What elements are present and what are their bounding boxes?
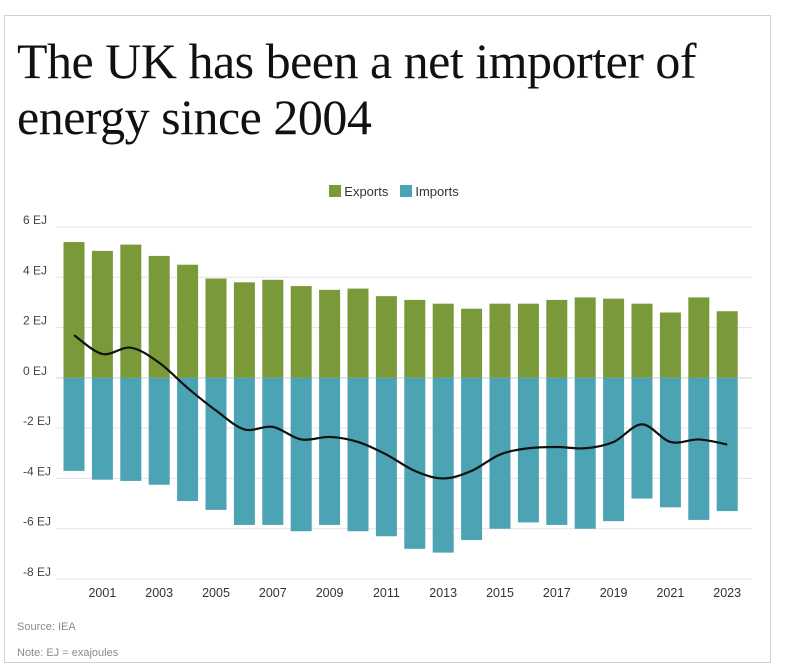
net-line-series: [73, 334, 728, 480]
x-tick-label: 2019: [600, 586, 628, 600]
legend-swatch-exports: [329, 185, 342, 197]
imports-bar: [404, 377, 426, 549]
x-tick-label: 2013: [429, 586, 457, 600]
net-line: [73, 334, 728, 480]
exports-bar: [489, 303, 511, 378]
x-tick-label: 2005: [202, 586, 230, 600]
y-tick-label: 6 EJ: [23, 213, 47, 227]
imports-bar: [603, 377, 625, 522]
y-tick-label: 2 EJ: [23, 314, 47, 328]
imports-bar: [205, 377, 227, 510]
exports-bar: [290, 286, 312, 378]
imports-bar: [290, 377, 312, 532]
imports-bar: [461, 377, 483, 541]
x-tick-label: 2011: [373, 586, 400, 600]
exports-bar: [375, 296, 397, 378]
exports-bar: [432, 303, 454, 378]
imports-bar: [546, 377, 568, 525]
exports-bar: [319, 289, 341, 378]
exports-bar: [148, 255, 170, 378]
imports-bar: [262, 377, 284, 525]
imports-bar: [177, 377, 199, 502]
imports-bar: [347, 377, 369, 532]
y-tick-label: 0 EJ: [23, 364, 47, 378]
exports-bar: [262, 279, 284, 378]
imports-bar: [631, 377, 653, 499]
imports-bars: [63, 377, 738, 553]
imports-bar: [63, 377, 85, 471]
exports-bar: [233, 282, 255, 378]
legend-item-exports: Exports: [329, 184, 388, 199]
x-tick-label: 2001: [88, 586, 116, 600]
x-tick-label: 2007: [259, 586, 287, 600]
legend-swatch-imports: [400, 185, 413, 197]
x-tick-label: 2021: [656, 586, 684, 600]
imports-bar: [688, 377, 710, 520]
y-tick-label: -4 EJ: [23, 464, 51, 478]
exports-bar: [177, 264, 199, 378]
imports-bar: [148, 377, 170, 485]
y-tick-label: -8 EJ: [23, 565, 51, 579]
exports-bar: [205, 278, 227, 378]
x-tick-label: 2003: [145, 586, 173, 600]
imports-bar: [432, 377, 454, 553]
exports-bar: [517, 303, 539, 378]
imports-bar: [574, 377, 596, 529]
x-tick-label: 2017: [543, 586, 571, 600]
chart-title: The UK has been a net importer of energy…: [17, 33, 757, 145]
exports-bar: [63, 242, 85, 378]
exports-bars: [63, 242, 738, 378]
imports-bar: [375, 377, 397, 537]
title-line-2: energy since 2004: [17, 89, 372, 145]
y-tick-label: -2 EJ: [23, 414, 51, 428]
y-tick-label: 4 EJ: [23, 263, 47, 277]
legend-label-imports: Imports: [415, 183, 459, 199]
exports-bar: [461, 308, 483, 378]
exports-bar: [404, 299, 426, 378]
exajoules-note: Note: EJ = exajoules: [17, 647, 119, 659]
exports-bar: [688, 297, 710, 378]
imports-bar: [517, 377, 539, 523]
x-tick-label: 2015: [486, 586, 514, 600]
exports-bar: [603, 298, 625, 378]
exports-bar: [659, 312, 681, 378]
x-axis-ticks: 2001 2003 2005 2007 2009 2011 2013 2015 2017 2019…: [88, 586, 741, 600]
source-note: Source: IEA: [17, 621, 76, 633]
exports-bar: [120, 244, 142, 378]
imports-bar: [120, 377, 142, 481]
x-tick-label: 2023: [713, 586, 741, 600]
exports-bar: [546, 299, 568, 378]
y-tick-label: -6 EJ: [23, 515, 51, 529]
chart-legend: Exports Imports: [0, 181, 788, 201]
legend-label-exports: Exports: [344, 183, 389, 199]
exports-bar: [574, 297, 596, 378]
exports-bar: [91, 250, 113, 378]
imports-bar: [319, 377, 341, 525]
title-line-1: The UK has been a net importer of: [17, 33, 697, 89]
exports-bar: [631, 303, 653, 378]
imports-bar: [489, 377, 511, 529]
legend-item-imports: Imports: [400, 183, 459, 199]
y-axis-ticks: 6 EJ 4 EJ 2 EJ 0 EJ -2 EJ -4 EJ -6 EJ -8 EJ: [23, 213, 51, 579]
exports-bar: [347, 288, 369, 378]
exports-bar: [716, 311, 738, 378]
imports-bar: [91, 377, 113, 480]
imports-bar: [233, 377, 255, 525]
x-tick-label: 2009: [316, 586, 344, 600]
